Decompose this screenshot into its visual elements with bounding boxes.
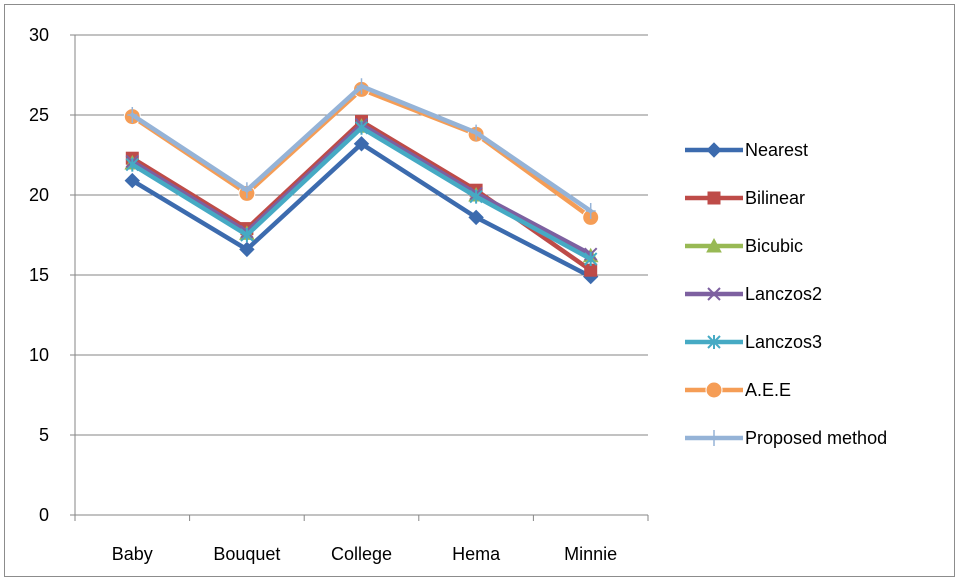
- data-point-marker: [354, 120, 369, 135]
- legend-item: Lanczos3: [685, 332, 822, 352]
- legend-item: Proposed method: [685, 428, 887, 448]
- data-point-marker: [469, 189, 483, 204]
- legend-item: Nearest: [685, 140, 808, 160]
- legend-label: Bicubic: [745, 236, 803, 256]
- x-tick-label: Bouquet: [213, 544, 280, 564]
- legend-item: Bilinear: [685, 188, 805, 208]
- x-tick-label: Minnie: [564, 544, 617, 564]
- legend-item: A.E.E: [685, 380, 791, 400]
- data-point-marker: [707, 191, 721, 205]
- y-tick-label: 15: [29, 265, 49, 285]
- data-point-marker: [707, 287, 721, 301]
- chart-frame: [4, 4, 955, 577]
- x-tick-label: Hema: [452, 544, 501, 564]
- legend-label: Lanczos3: [745, 332, 822, 352]
- legend-item: Lanczos2: [685, 284, 822, 304]
- y-tick-label: 0: [39, 505, 49, 525]
- series-proposed-method: [127, 78, 596, 219]
- x-axis-ticks: Baby Bouquet College Hema Minnie: [74, 515, 649, 564]
- y-tick-label: 5: [39, 425, 49, 445]
- data-point-marker: [706, 142, 722, 158]
- y-tick-label: 30: [29, 25, 49, 45]
- x-tick-label: Baby: [112, 544, 153, 564]
- data-point-marker: [471, 124, 482, 141]
- legend-label: Bilinear: [745, 188, 805, 208]
- data-point-marker: [585, 203, 596, 219]
- data-point-marker: [127, 107, 138, 123]
- y-tick-label: 20: [29, 185, 49, 205]
- series-lanczos3: [125, 120, 598, 266]
- x-tick-label: College: [331, 544, 392, 564]
- y-axis-ticks: 0 5 10 15 20 25 30: [29, 25, 75, 525]
- data-point-marker: [706, 237, 722, 253]
- series-group: [123, 78, 600, 285]
- data-point-marker: [239, 241, 255, 258]
- data-point-marker: [356, 78, 367, 95]
- legend: Nearest Bilinear Bicubic Lanczos2 Lanczos3 A.…: [685, 140, 887, 448]
- data-point-marker: [468, 209, 484, 226]
- data-point-marker: [705, 381, 723, 399]
- data-point-marker: [125, 157, 140, 172]
- data-point-marker: [241, 182, 252, 199]
- data-point-marker: [583, 252, 598, 266]
- legend-item: Bicubic: [685, 236, 803, 256]
- y-tick-label: 10: [29, 345, 49, 365]
- y-tick-label: 25: [29, 105, 49, 125]
- data-point-marker: [709, 430, 719, 446]
- legend-label: Nearest: [745, 140, 808, 160]
- legend-label: A.E.E: [745, 380, 791, 400]
- legend-label: Proposed method: [745, 428, 887, 448]
- data-point-marker: [353, 136, 370, 152]
- data-point-marker: [707, 335, 721, 349]
- data-point-marker: [124, 172, 141, 189]
- legend-label: Lanczos2: [745, 284, 822, 304]
- data-point-marker: [240, 228, 254, 242]
